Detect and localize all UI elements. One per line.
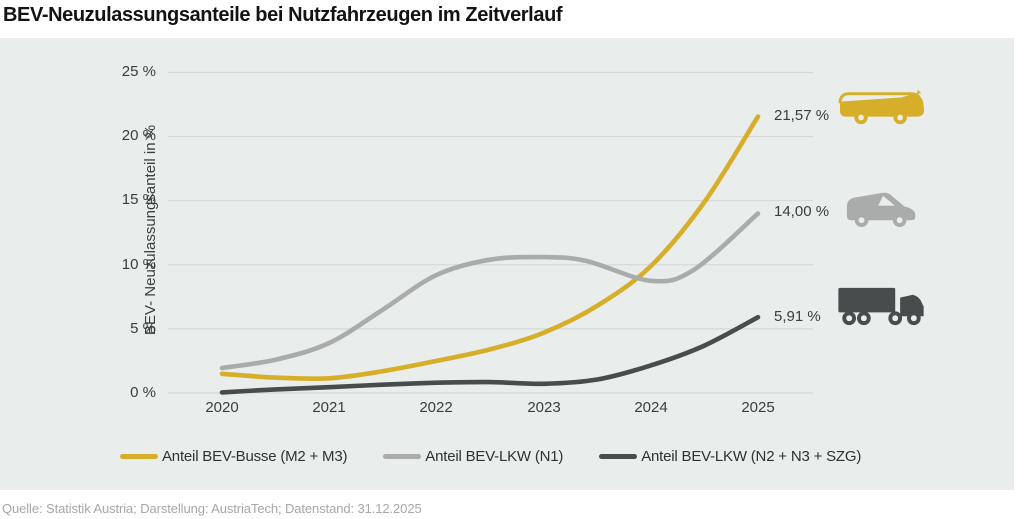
van-icon bbox=[846, 192, 916, 228]
page-title: BEV-Neuzulassungsanteile bei Nutzfahrzeu… bbox=[3, 4, 563, 26]
legend-swatch-busse bbox=[120, 454, 158, 459]
x-tick-2020: 2020 bbox=[205, 399, 239, 416]
y-tick-0: 0 % bbox=[130, 384, 156, 401]
y-axis-title: BEV- Neuzulassungsanteil in % bbox=[141, 124, 159, 336]
series-line-van bbox=[219, 211, 761, 371]
x-tick-2024: 2024 bbox=[634, 399, 668, 416]
line-chart bbox=[168, 71, 813, 395]
value-label-lkw-n1: 14,00 % bbox=[774, 203, 830, 220]
legend-item-lkw-n2n3: Anteil BEV-LKW (N2 + N3 + SZG) bbox=[599, 448, 861, 465]
y-tick-25: 25 % bbox=[121, 63, 156, 80]
source-line: Quelle: Statistik Austria; Darstellung: … bbox=[2, 501, 422, 516]
legend-label-lkw-n2n3: Anteil BEV-LKW (N2 + N3 + SZG) bbox=[641, 448, 862, 465]
x-tick-2022: 2022 bbox=[419, 399, 453, 416]
x-tick-2025: 2025 bbox=[741, 399, 775, 416]
y-tick-15: 15 % bbox=[121, 191, 156, 208]
legend-item-lkw-n1: Anteil BEV-LKW (N1) bbox=[383, 448, 563, 465]
bus-icon bbox=[838, 89, 924, 125]
legend-swatch-lkw-n1 bbox=[383, 454, 422, 459]
legend-swatch-lkw-n2n3 bbox=[599, 454, 638, 459]
legend-label-busse: Anteil BEV-Busse (M2 + M3) bbox=[162, 448, 348, 465]
x-tick-2023: 2023 bbox=[527, 399, 561, 416]
x-tick-2021: 2021 bbox=[312, 399, 346, 416]
chart-panel: BEV- Neuzulassungsanteil in % 25 % 20 % … bbox=[0, 38, 1014, 490]
value-label-lkw-n2n3: 5,91 % bbox=[774, 308, 821, 325]
y-tick-10: 10 % bbox=[121, 256, 156, 273]
value-label-busse: 21,57 % bbox=[774, 107, 830, 124]
legend: Anteil BEV-Busse (M2 + M3) Anteil BEV-LK… bbox=[120, 448, 861, 465]
series-line-bus bbox=[219, 114, 761, 382]
legend-item-busse: Anteil BEV-Busse (M2 + M3) bbox=[120, 448, 347, 465]
y-tick-5: 5 % bbox=[130, 320, 156, 337]
truck-icon bbox=[838, 287, 924, 326]
y-tick-20: 20 % bbox=[121, 127, 156, 144]
series-line-truck bbox=[219, 314, 761, 395]
legend-label-lkw-n1: Anteil BEV-LKW (N1) bbox=[425, 448, 564, 465]
